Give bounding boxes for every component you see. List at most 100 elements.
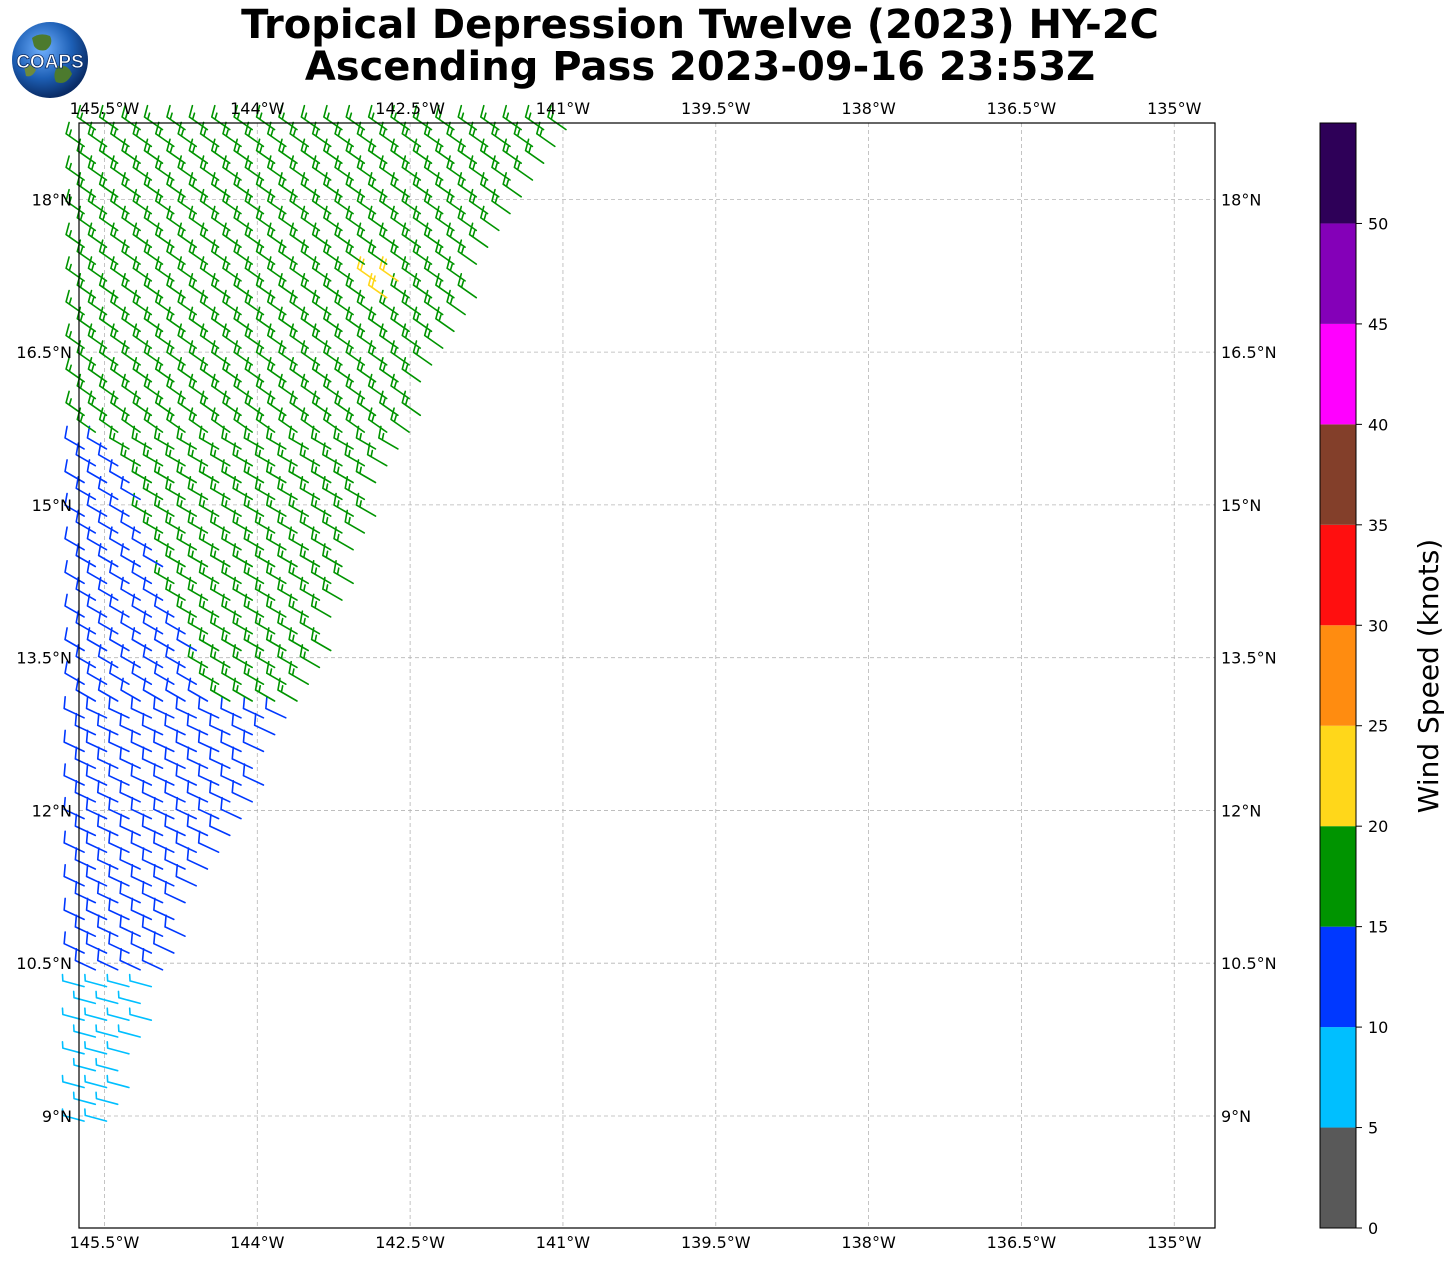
wind-barb [244, 155, 265, 181]
wind-barb [143, 373, 164, 400]
wind-barb [120, 576, 141, 601]
wind-barb [435, 239, 455, 265]
lon-tick-label: 135°W [1147, 99, 1202, 118]
wind-barb [289, 390, 310, 417]
wind-barb [412, 272, 433, 299]
wind-barb [266, 390, 287, 417]
wind-barb [98, 373, 119, 400]
wind-barb [187, 576, 209, 601]
wind-barb [132, 222, 153, 248]
wind-barb [132, 289, 153, 316]
wind-barb [412, 239, 433, 265]
wind-barb [119, 948, 141, 971]
wind-barb [142, 543, 164, 568]
wind-barb [278, 272, 298, 299]
wind-barb [131, 559, 153, 585]
wind-barb [97, 644, 119, 669]
wind-barb [130, 796, 153, 820]
wind-barb [435, 138, 455, 164]
wind-barb [87, 289, 108, 316]
wind-barb [265, 526, 287, 551]
wind-barb [457, 239, 478, 265]
wind-barb [166, 272, 186, 299]
wind-barb [117, 1024, 141, 1038]
wind-barb [98, 272, 119, 299]
wind-barb [120, 442, 141, 467]
wind-barb [457, 172, 478, 198]
wind-barb [97, 543, 119, 568]
wind-barb [243, 526, 265, 551]
wind-barb [254, 442, 276, 467]
wind-barb [175, 864, 197, 887]
colorbar-bin [1320, 123, 1356, 224]
wind-barb [233, 373, 253, 400]
wind-barb [423, 289, 444, 316]
wind-barb [154, 390, 175, 417]
wind-barb [323, 138, 343, 164]
wind-barb [75, 644, 97, 669]
wind-barb [85, 729, 108, 753]
wind-barb [345, 138, 366, 164]
wind-barb [65, 289, 85, 316]
lat-tick-label: 13.5°N [16, 649, 72, 668]
wind-barb [166, 104, 186, 131]
wind-barb [97, 442, 119, 467]
wind-barb [233, 172, 253, 198]
wind-barb [199, 323, 220, 349]
wind-barb [199, 256, 220, 282]
wind-barb [197, 830, 220, 854]
wind-barb [63, 696, 85, 719]
wind-barb [345, 172, 366, 198]
wind-barb [244, 323, 265, 349]
lon-tick-label: 145.5°W [70, 1233, 140, 1252]
wind-barb [177, 289, 197, 316]
wind-barb [288, 459, 310, 484]
wind-barb [479, 172, 500, 198]
wind-barb [110, 356, 130, 383]
wind-barb [446, 256, 466, 282]
coaps-logo: COAPS [12, 22, 88, 98]
wind-barb [130, 729, 153, 753]
wind-barb [221, 627, 242, 652]
wind-barb [254, 576, 276, 601]
wind-barb [166, 138, 186, 164]
wind-barb [74, 712, 97, 736]
lon-tick-label: 138°W [841, 99, 896, 118]
wind-barbs [61, 104, 567, 1122]
wind-barb [153, 729, 175, 753]
wind-barb [117, 990, 141, 1005]
wind-barb [120, 475, 141, 501]
wind-barb [367, 205, 388, 232]
wind-barb [278, 138, 298, 164]
wind-barb [86, 559, 108, 585]
wind-barb [85, 897, 108, 921]
wind-barb [468, 222, 489, 248]
wind-barb [220, 696, 242, 719]
wind-barb [311, 323, 332, 349]
wind-barb [120, 509, 141, 534]
colorbar-tick-label: 35 [1368, 516, 1388, 535]
wind-barb [244, 289, 265, 316]
wind-barb [244, 356, 265, 383]
wind-barb [165, 576, 186, 601]
wind-barb [209, 475, 231, 501]
wind-barb [310, 459, 332, 484]
wind-barb [233, 407, 253, 433]
wind-barb [75, 543, 97, 568]
wind-barb [345, 104, 366, 131]
wind-barb [222, 356, 242, 383]
wind-barb [412, 138, 433, 164]
wind-barb [300, 104, 321, 131]
wind-barb [231, 712, 253, 736]
colorbar-bin [1320, 1027, 1356, 1128]
wind-barb [323, 104, 343, 131]
wind-barb [242, 729, 265, 753]
wind-barb [141, 948, 164, 971]
wind-barb [119, 780, 141, 803]
wind-barb [109, 593, 130, 618]
wind-barb [75, 509, 97, 534]
wind-barb [221, 593, 242, 618]
wind-barb [63, 729, 85, 753]
wind-barb [110, 121, 130, 148]
colorbar-bin [1320, 926, 1356, 1028]
